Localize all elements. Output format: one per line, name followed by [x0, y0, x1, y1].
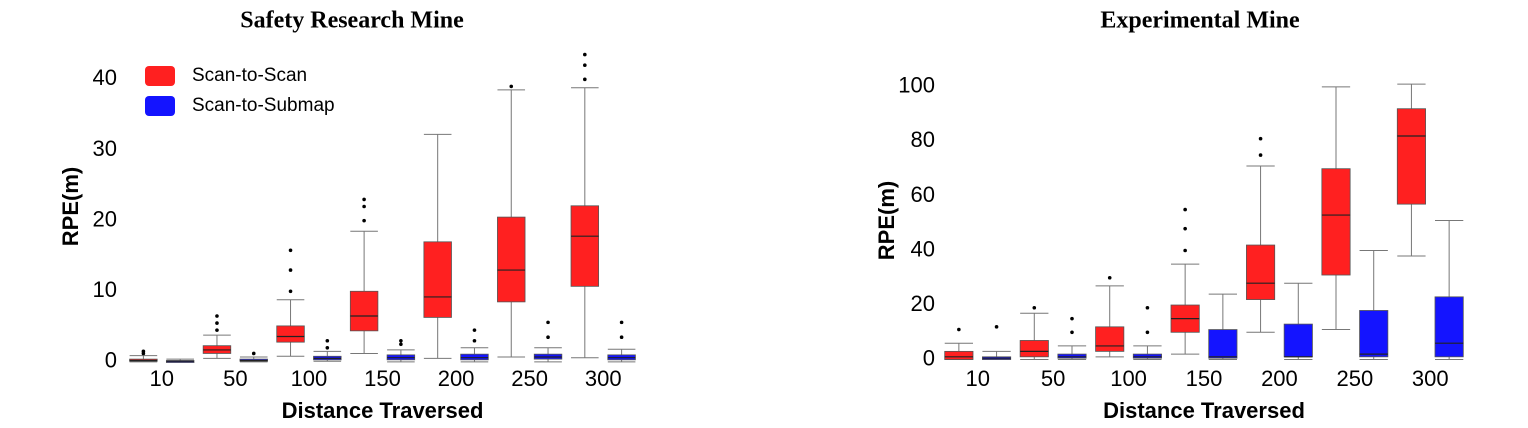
outlier	[362, 197, 366, 202]
y-tick-label: 60	[911, 182, 935, 207]
outlier	[1145, 330, 1150, 335]
x-tick-label: 300	[585, 366, 622, 391]
box	[497, 216, 526, 303]
x-tick-label: 100	[291, 366, 328, 391]
outlier	[288, 268, 293, 272]
outlier	[957, 327, 961, 332]
outlier	[362, 204, 366, 209]
outlier	[583, 63, 587, 67]
outlier	[472, 328, 477, 332]
y-tick-label: 40	[911, 236, 935, 261]
y-tick-label: 30	[93, 136, 117, 161]
outlier	[251, 351, 256, 356]
box	[1396, 108, 1426, 205]
outlier	[215, 314, 219, 318]
x-tick-label: 50	[1041, 366, 1065, 391]
y-tick-label: 100	[898, 73, 935, 98]
x-tick-label: 100	[1110, 366, 1147, 391]
x-tick-label: 200	[1261, 366, 1298, 391]
box	[1321, 168, 1351, 276]
x-tick-label: 150	[1186, 366, 1223, 391]
box	[349, 290, 379, 332]
y-axis-label: RPE(m)	[58, 167, 83, 246]
y-tick-label: 80	[911, 127, 935, 152]
outlier	[472, 338, 477, 343]
y-tick-label: 10	[93, 277, 117, 302]
chart-title: Safety Research Mine	[240, 8, 464, 34]
x-tick-label: 250	[1336, 366, 1373, 391]
box	[1019, 340, 1049, 358]
x-tick-label: 250	[511, 366, 548, 391]
x-axis-label: Distance Traversed	[1103, 398, 1305, 423]
x-tick-label: 50	[223, 366, 247, 391]
outlier	[1183, 226, 1187, 231]
outlier	[215, 328, 219, 332]
outlier	[1070, 330, 1074, 335]
x-tick-label: 200	[438, 366, 475, 391]
y-tick-label: 0	[105, 348, 117, 373]
outlier	[509, 84, 514, 89]
box	[460, 353, 489, 361]
outlier	[1145, 305, 1150, 310]
outlier	[1032, 305, 1037, 310]
outlier	[1107, 275, 1112, 280]
outlier	[1258, 136, 1263, 141]
y-tick-label: 20	[911, 291, 935, 316]
outlier	[1258, 153, 1263, 157]
legend-swatch	[145, 96, 175, 116]
box	[276, 325, 305, 343]
outlier	[325, 338, 330, 343]
outlier	[619, 320, 624, 325]
y-tick-label: 0	[923, 345, 935, 370]
box	[1208, 329, 1238, 359]
x-tick-label: 10	[150, 366, 174, 391]
legend-label: Scan-to-Submap	[192, 95, 335, 116]
box	[944, 350, 974, 360]
y-axis-label: RPE(m)	[874, 181, 899, 260]
x-tick-label: 10	[965, 366, 989, 391]
legend-swatch	[145, 66, 175, 86]
outlier	[399, 338, 403, 343]
box	[1359, 310, 1389, 358]
box	[1246, 244, 1276, 300]
outlier	[362, 218, 366, 223]
outlier	[546, 335, 550, 340]
outlier	[1183, 248, 1187, 253]
y-tick-label: 40	[93, 65, 117, 90]
outlier	[288, 289, 293, 294]
x-axis-label: Distance Traversed	[282, 398, 484, 423]
box	[423, 241, 452, 318]
outlier	[583, 52, 587, 57]
outlier	[215, 321, 219, 325]
box	[1132, 353, 1162, 359]
chart-title: Experimental Mine	[1100, 8, 1300, 34]
box	[1095, 326, 1125, 352]
outlier	[994, 325, 999, 329]
outlier	[141, 349, 146, 354]
outlier	[288, 248, 293, 253]
outlier	[1070, 316, 1074, 321]
x-tick-label: 150	[364, 366, 401, 391]
outlier	[399, 342, 403, 347]
legend-label: Scan-to-Scan	[192, 65, 307, 86]
outlier	[583, 77, 587, 82]
box	[1283, 323, 1313, 358]
outlier	[546, 320, 550, 325]
outlier	[1183, 207, 1187, 212]
box	[570, 205, 600, 287]
x-tick-label: 300	[1412, 366, 1449, 391]
outlier	[325, 346, 330, 350]
box	[1434, 296, 1464, 358]
y-tick-label: 20	[93, 206, 117, 231]
box	[1057, 353, 1087, 359]
outlier	[619, 335, 624, 340]
